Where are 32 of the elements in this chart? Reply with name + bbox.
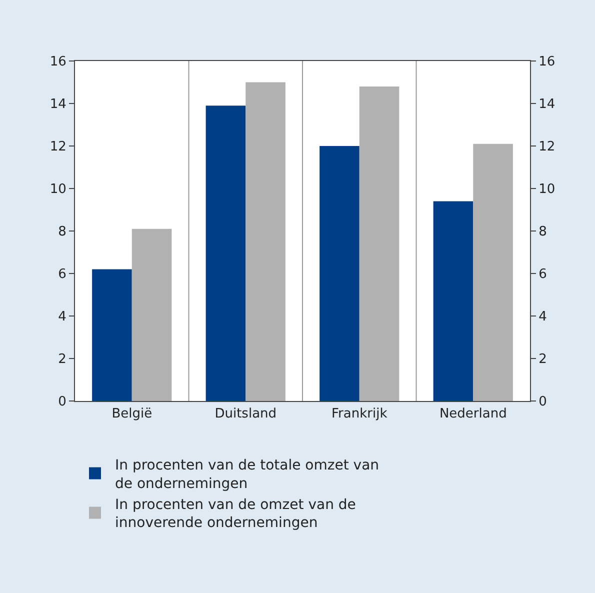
y-tick-label: 14	[50, 97, 66, 112]
y-tick-label: 2	[58, 352, 66, 368]
y2-tick-label: 16	[538, 54, 556, 70]
bar	[246, 82, 286, 401]
y2-tick-label: 14	[538, 97, 556, 112]
y-tick-label: 4	[58, 310, 66, 325]
y2-tick-label: 12	[538, 140, 556, 155]
y-tick-label: 10	[50, 182, 66, 198]
y-tick-label: 12	[50, 140, 66, 155]
y2-tick-label: 0	[538, 394, 547, 410]
y-tick-label: 0	[58, 394, 66, 410]
bar	[359, 86, 400, 401]
y2-tick-label: 6	[538, 267, 547, 282]
x-tick-label: België	[112, 406, 152, 422]
bar	[92, 269, 132, 401]
y2-tick-label: 2	[538, 352, 547, 368]
x-tick-label: Duitsland	[214, 406, 277, 422]
x-tick-label: Frankrijk	[332, 406, 388, 422]
y2-tick-label: 4	[538, 310, 547, 325]
bar	[320, 146, 360, 401]
x-tick-label: Nederland	[439, 406, 507, 422]
legend-label: In procenten van de totale omzet van de ondernemingen	[115, 458, 380, 492]
bar	[433, 201, 474, 401]
bar	[132, 228, 172, 401]
bar	[206, 106, 246, 401]
y2-tick-label: 8	[538, 224, 547, 240]
y2-tick-label: 10	[538, 182, 556, 198]
y-tick-label: 6	[58, 267, 66, 282]
legend-label: In procenten van de omzet van de innoverende ondernemingen	[115, 497, 356, 532]
y-tick-label: 8	[58, 224, 66, 240]
y-tick-label: 16	[50, 54, 66, 70]
bar	[473, 144, 513, 401]
